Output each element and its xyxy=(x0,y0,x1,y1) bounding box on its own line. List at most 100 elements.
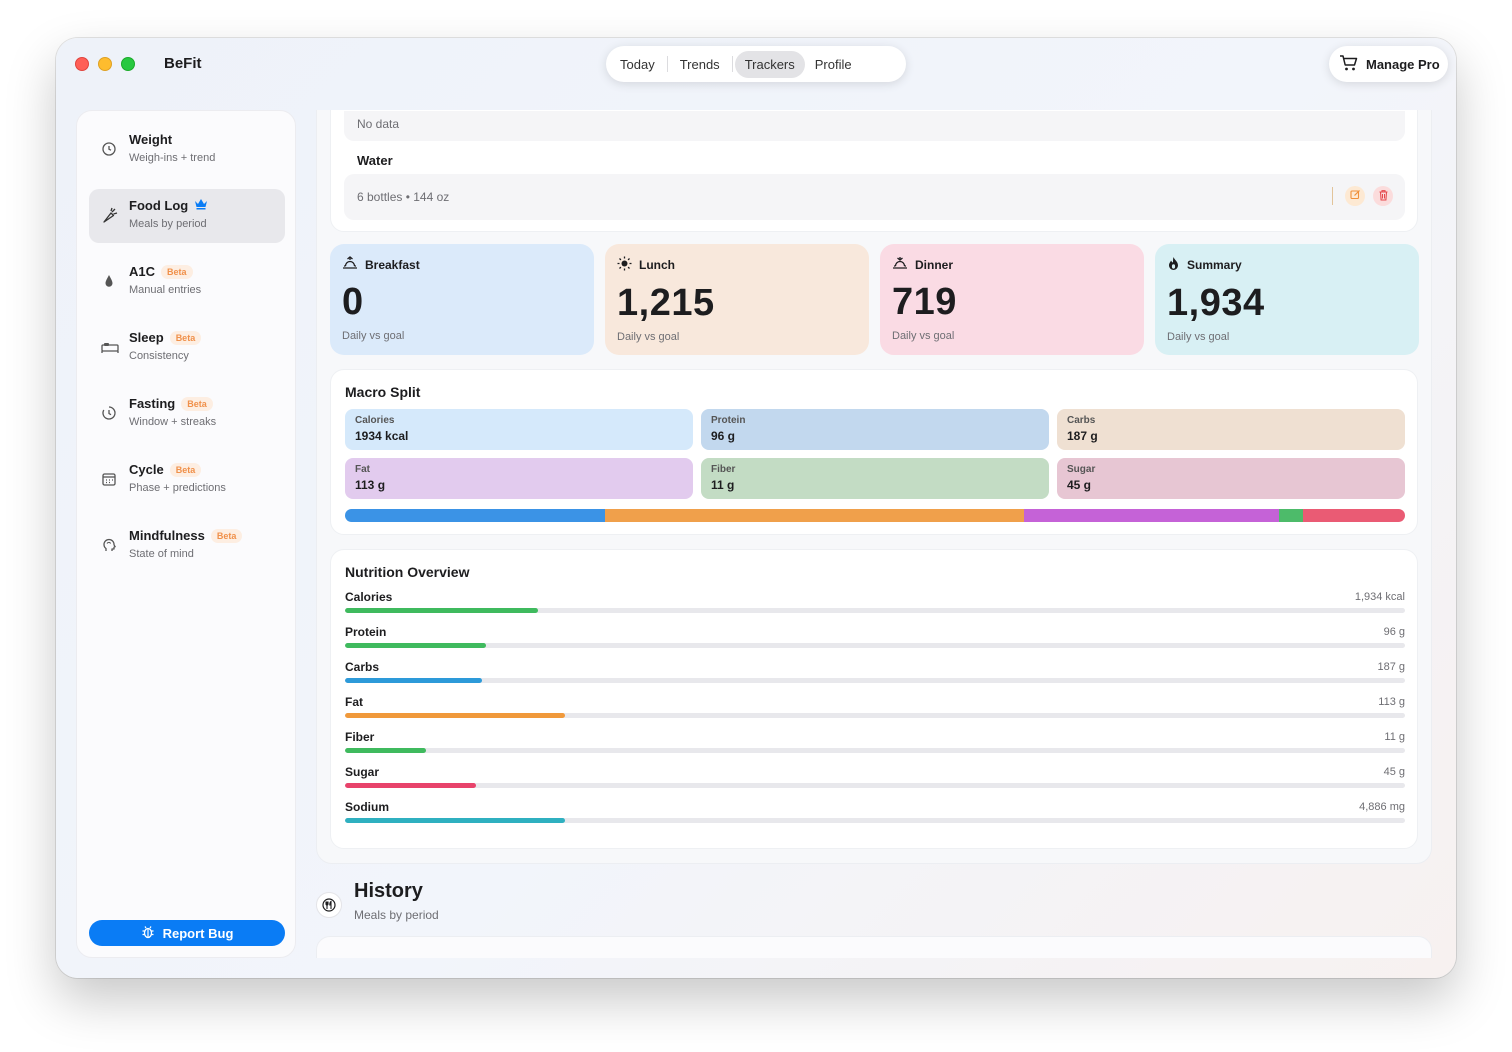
history-subtitle: Meals by period xyxy=(354,908,439,922)
meal-label: Summary xyxy=(1187,258,1242,272)
sidebar-item-a1c[interactable]: A1C Beta Manual entries xyxy=(89,255,285,309)
nutrition-label: Protein xyxy=(345,625,387,639)
sun-icon xyxy=(617,256,632,274)
water-label: Water xyxy=(357,153,393,168)
macro-tile-fiber: Fiber 11 g xyxy=(701,458,1049,499)
zoom-window-button[interactable] xyxy=(121,57,135,71)
macro-name: Sugar xyxy=(1067,464,1096,475)
bug-icon xyxy=(141,925,155,942)
macro-name: Carbs xyxy=(1067,415,1096,426)
nutrition-fill xyxy=(345,643,486,648)
nutrition-fill xyxy=(345,678,482,683)
meal-card-breakfast[interactable]: Breakfast 0 Daily vs goal xyxy=(330,244,594,355)
nutrition-track xyxy=(345,608,1405,613)
sidebar-item-weight[interactable]: Weight Weigh-ins + trend xyxy=(89,123,285,177)
tab-trackers[interactable]: Trackers xyxy=(734,50,805,78)
nutrition-label: Fiber xyxy=(345,730,375,744)
nutrition-fill xyxy=(345,713,566,718)
tracker-entries-card: No data Water 6 bottles • 144 oz xyxy=(330,110,1418,232)
tab-divider xyxy=(666,56,668,72)
sidebar-item-subtitle: Consistency xyxy=(129,350,189,362)
report-bug-label: Report Bug xyxy=(162,925,234,941)
title-bar: BeFit Today Trends Trackers Profile Mana… xyxy=(56,38,1456,108)
beta-badge: Beta xyxy=(169,330,202,345)
nutrition-row-calories: Calories 1,934 kcal xyxy=(345,590,1405,620)
macro-bar-segment-sugar xyxy=(1303,509,1405,522)
sidebar-item-title: Sleep xyxy=(129,330,164,345)
macro-tile-fat: Fat 113 g xyxy=(345,458,693,499)
flame-icon xyxy=(1167,256,1180,274)
meal-card-lunch[interactable]: Lunch 1,215 Daily vs goal xyxy=(605,244,869,355)
sidebar-item-cycle[interactable]: Cycle Beta Phase + predictions xyxy=(89,453,285,507)
nutrition-label: Fat xyxy=(345,695,363,709)
macro-tile-carbs: Carbs 187 g xyxy=(1057,409,1405,450)
macro-tile-sugar: Sugar 45 g xyxy=(1057,458,1405,499)
cart-icon xyxy=(1339,54,1359,75)
utensils-icon xyxy=(316,892,342,918)
nutrition-track xyxy=(345,783,1405,788)
nutrition-fill xyxy=(345,748,426,753)
tab-profile[interactable]: Profile xyxy=(814,56,852,72)
edit-icon xyxy=(1349,189,1361,203)
sidebar-item-title: Cycle xyxy=(129,462,164,477)
sidebar-item-food-log[interactable]: Food Log Meals by period xyxy=(89,189,285,243)
bed-icon xyxy=(101,339,119,355)
scale-icon xyxy=(101,141,117,157)
sidebar: Weight Weigh-ins + trend Food Log Meals … xyxy=(76,110,296,958)
delete-button[interactable] xyxy=(1373,186,1393,206)
meal-label: Dinner xyxy=(915,257,954,272)
nutrition-track xyxy=(345,818,1405,823)
macro-name: Protein xyxy=(711,415,746,426)
meal-label: Lunch xyxy=(639,258,675,272)
sidebar-item-subtitle: Weigh-ins + trend xyxy=(129,152,216,164)
sidebar-item-sleep[interactable]: Sleep Beta Consistency xyxy=(89,321,285,375)
report-bug-button[interactable]: Report Bug xyxy=(89,920,285,946)
macro-bar-segment-fiber xyxy=(1278,509,1304,522)
nutrition-value: 11 g xyxy=(1384,731,1405,743)
manage-pro-button[interactable]: Manage Pro xyxy=(1329,46,1448,82)
nutrition-label: Sodium xyxy=(345,800,389,814)
nutrition-value: 96 g xyxy=(1383,626,1405,638)
sunset-icon xyxy=(892,256,908,273)
edit-button[interactable] xyxy=(1345,186,1365,206)
nutrition-value: 1,934 kcal xyxy=(1354,591,1405,603)
macro-value: 1934 kcal xyxy=(355,429,409,443)
sidebar-item-title: Food Log xyxy=(129,198,189,213)
trash-icon xyxy=(1378,189,1389,204)
calendar-icon xyxy=(101,471,117,487)
beta-badge: Beta xyxy=(181,396,213,411)
app-title: BeFit xyxy=(164,55,202,72)
sidebar-item-subtitle: Manual entries xyxy=(129,284,202,296)
meal-card-dinner[interactable]: Dinner 719 Daily vs goal xyxy=(880,244,1144,355)
main-content: No data Water 6 bottles • 144 oz xyxy=(316,110,1446,958)
nutrition-track xyxy=(345,748,1405,753)
tab-today[interactable]: Today xyxy=(620,56,655,72)
sidebar-item-subtitle: Phase + predictions xyxy=(129,482,226,494)
macro-tile-protein: Protein 96 g xyxy=(701,409,1049,450)
head-icon xyxy=(101,537,117,553)
meal-value: 1,215 xyxy=(617,282,715,324)
macro-value: 45 g xyxy=(1067,478,1092,492)
sidebar-item-title: Mindfulness xyxy=(129,528,205,543)
nutrition-label: Sugar xyxy=(345,765,380,779)
sidebar-item-fasting[interactable]: Fasting Beta Window + streaks xyxy=(89,387,285,441)
nutrition-value: 45 g xyxy=(1383,766,1405,778)
tab-divider xyxy=(731,56,733,72)
macro-name: Fat xyxy=(355,464,370,475)
macro-value: 11 g xyxy=(711,478,735,492)
beta-badge: Beta xyxy=(161,264,193,279)
beta-badge: Beta xyxy=(169,462,202,477)
nutrition-row-protein: Protein 96 g xyxy=(345,625,1405,655)
meal-card-summary[interactable]: Summary 1,934 Daily vs goal xyxy=(1155,244,1419,355)
macro-tile-calories: Calories 1934 kcal xyxy=(345,409,693,450)
macro-bar-segment-fat xyxy=(1024,509,1279,522)
close-window-button[interactable] xyxy=(75,57,89,71)
tab-trends[interactable]: Trends xyxy=(679,56,720,72)
drop-icon xyxy=(101,273,117,289)
macro-bar-segment-carbs xyxy=(604,509,1025,522)
macro-value: 187 g xyxy=(1067,429,1098,443)
history-title: History xyxy=(354,880,423,902)
nutrition-fill xyxy=(345,608,538,613)
minimize-window-button[interactable] xyxy=(98,57,112,71)
sidebar-item-mindfulness[interactable]: Mindfulness Beta State of mind xyxy=(89,519,285,573)
